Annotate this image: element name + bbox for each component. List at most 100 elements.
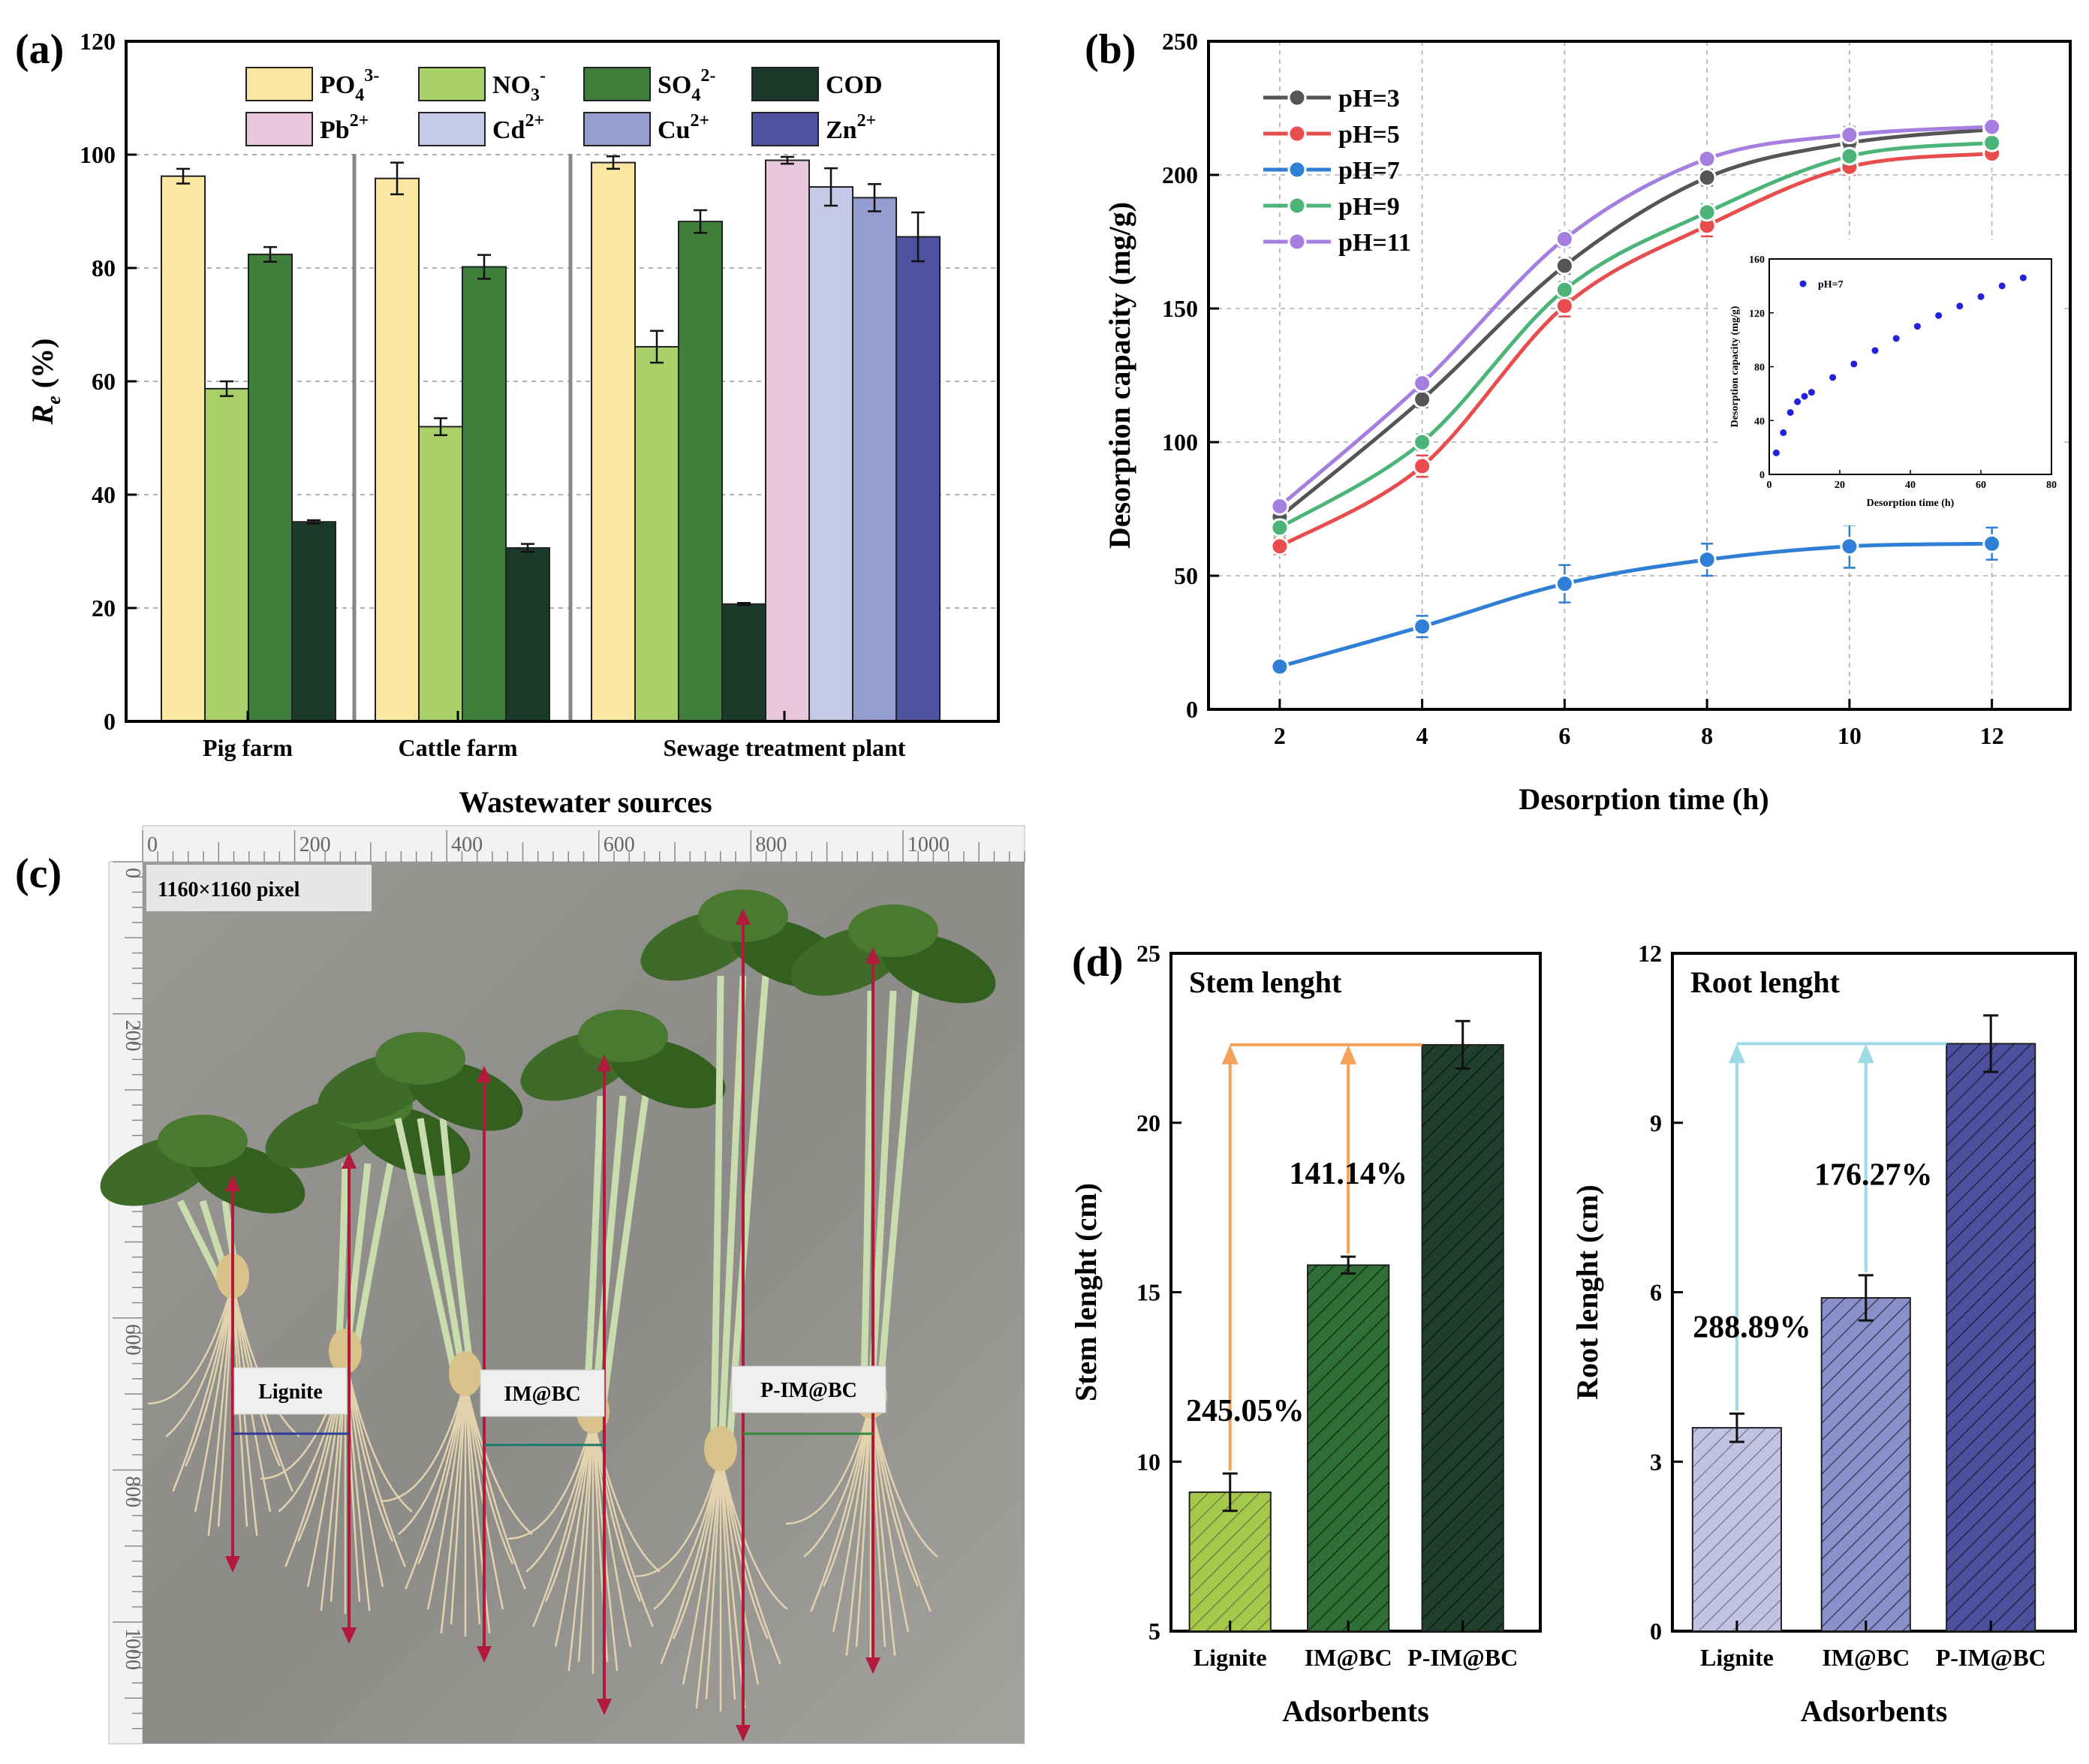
plant-base [329,1329,362,1374]
y-tick-label-b: 0 [1186,696,1198,723]
bar-PO4-pig-farm [161,175,206,722]
plant-root [855,1403,872,1647]
increase-annotation: 245.05% [1186,1394,1305,1428]
comparison-arrow-head [1340,1044,1357,1064]
category-label-d1: P-IM@BC [1407,1644,1518,1671]
plant-root [417,1380,467,1564]
plant-root [464,1380,504,1610]
panel-label-b: (b) [1085,26,1136,73]
bar-hatch-pimbc_root [1946,1043,2036,1631]
data-point-pH3 [1555,256,1574,275]
data-point-pH9 [1982,133,2002,152]
data-point-pH11 [1270,496,1290,516]
legend-label-COD: COD [826,71,883,99]
plant-root [507,1418,594,1540]
panel-label-d: (d) [1072,939,1123,986]
inset-point [1871,347,1879,354]
bar-COD-cattle-farm [505,546,550,722]
legend-swatch-Zn [751,112,819,146]
arrow-head [736,908,751,925]
y-tick-label-b: 150 [1162,295,1198,322]
x-tick-label-b: 4 [1416,722,1428,749]
plant-illustration [100,890,996,1711]
y-tick-label-b: 100 [1162,429,1198,456]
ruler-label-top: 1000 [908,833,950,856]
plant-root [660,1455,722,1665]
plant-root [845,1403,872,1657]
bar-hatch-lignite_root [1692,1428,1781,1631]
treatment-label-box [731,1365,886,1413]
bar-Cd-sewage-treatment-plant [808,186,853,723]
y-tick-label-d1: 15 [1136,1279,1160,1306]
y-tick-label-d1: 20 [1136,1109,1160,1136]
legend-label-pH7: pH=7 [1338,157,1400,185]
inset-scatter-b: 0 20 40 60 80 0 40 80 120 160 pH=7 Desorption time … [1719,240,2064,525]
inset-point [1829,374,1837,381]
y-tick-label-b: 50 [1174,562,1198,589]
legend-swatch-Cu [583,112,651,146]
panel-label-c: (c) [15,850,62,897]
legend-marker-pH3 [1287,88,1307,107]
data-point-pH11 [1697,149,1717,169]
plant-stem [859,990,874,1412]
arrow-head [736,1725,751,1741]
category-label-d1: IM@BC [1305,1644,1392,1671]
plant-root [869,1403,910,1633]
plant-stem [597,1095,649,1427]
legend-marker-pH11 [1287,232,1307,251]
plant-root [464,1380,481,1624]
inset-x-tick-label: 60 [1976,480,1986,491]
panel-a-bar-chart: (a) 0 20 40 60 80 100 120 Pig farm Cattle farm Se… [15,26,1000,819]
data-point-pH7 [1270,657,1290,676]
inset-x-tick-label: 20 [1835,480,1845,491]
inset-x-tick-label: 40 [1905,480,1916,491]
plant-leaf [578,1010,668,1062]
legend-marker-pH9 [1287,196,1307,215]
legend-label-pH5: pH=5 [1338,121,1400,149]
panel-label-a: (a) [15,26,64,73]
plant-stem [717,975,747,1464]
plant-root [344,1358,413,1513]
x-tick-label-b: 10 [1838,722,1862,749]
inset-x-axis-label: Desorption time (h) [1867,498,1955,509]
plant-root [591,1418,641,1602]
plant-base [704,1426,737,1471]
data-point-pH9 [1270,518,1290,537]
bar-Zn-sewage-treatment-plant [896,236,941,723]
x-axis-label-d2: Adsorbents [1801,1694,1948,1728]
arrow-head [342,1152,357,1169]
x-axis-label-d1: Adsorbents [1282,1694,1429,1728]
inset-point [1801,393,1808,400]
panel-d-bar-charts: (d) 5 10 15 20 25 Lignite IM@BC P-IM@BC 245.05% 1… [1069,939,2077,1728]
arrow-head [597,1055,612,1071]
y-tick-label-a: 60 [92,368,116,395]
legend-swatch-Cd [418,112,486,146]
y-tick-label-a: 100 [80,141,116,168]
x-tick-label-b: 2 [1274,722,1286,749]
x-tick-label-b: 12 [1980,722,2004,749]
ruler-label-top: 600 [604,833,635,856]
plant-root [194,1283,234,1513]
inset-point [1977,293,1985,300]
ruler-label-top: 200 [300,833,331,856]
y-tick-label-d2: 6 [1650,1279,1662,1306]
data-point-pH11 [1840,125,1859,145]
plant-root [869,1403,932,1612]
y-tick-label-a: 0 [104,708,116,735]
inset-point [1780,429,1787,436]
plant-root [405,1380,467,1590]
inset-point [2019,274,2027,281]
y-tick-label-d2: 9 [1650,1109,1662,1136]
plant-root [567,1418,594,1672]
inset-y-tick-label: 120 [1749,309,1765,320]
inset-point [1892,335,1900,342]
bar-hatch-lignite [1189,1492,1271,1631]
legend-label-NO3: NO3- [492,66,546,105]
data-point-pH7 [1982,534,2002,553]
category-label-d1: Lignite [1193,1644,1267,1671]
y-tick-label-d2: 12 [1638,940,1662,967]
inset-point [1935,312,1943,319]
bar-COD-pig-farm [291,521,336,722]
arrow-head [865,1657,880,1674]
plant-root [464,1380,513,1564]
